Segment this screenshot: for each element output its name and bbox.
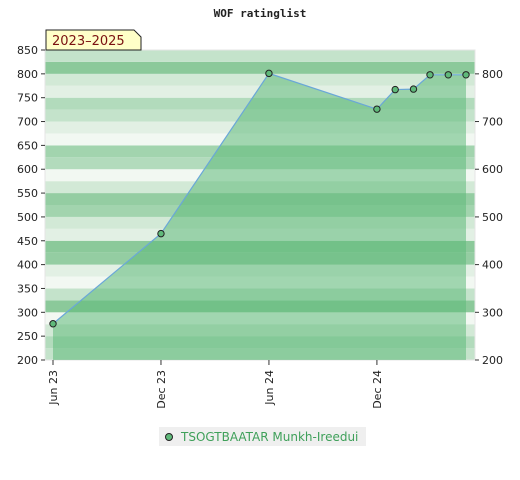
x-tick-label: Dec 23 xyxy=(155,370,168,409)
chart-title: WOF ratinglist xyxy=(214,7,307,20)
y-left-tick-label: 400 xyxy=(17,259,38,272)
x-tick-label: Dec 24 xyxy=(371,370,384,409)
y-axis-right: 200 300 400 500 600 700 800 xyxy=(475,68,503,367)
period-label: 2023–2025 xyxy=(52,34,125,49)
data-point xyxy=(157,229,165,238)
x-tick-label: Jun 23 xyxy=(47,370,60,406)
data-point xyxy=(49,320,57,328)
y-left-tick-label: 650 xyxy=(17,139,38,152)
legend-series-label: TSOGTBAATAR Munkh-Ireedui xyxy=(181,429,359,444)
y-right-tick-label: 300 xyxy=(482,306,503,319)
y-left-tick-label: 800 xyxy=(17,68,38,81)
y-left-tick-label: 600 xyxy=(17,163,38,176)
x-axis: Jun 23 Dec 23 Jun 24 Dec 24 xyxy=(47,360,384,409)
y-right-tick-label: 600 xyxy=(482,163,503,176)
data-point xyxy=(462,71,470,79)
y-left-tick-label: 750 xyxy=(17,92,38,105)
x-tick-label: Jun 24 xyxy=(263,370,276,406)
legend-marker xyxy=(165,432,173,441)
band xyxy=(45,61,475,74)
y-left-tick-label: 550 xyxy=(17,187,38,200)
period-badge: 2023–2025 xyxy=(45,29,142,51)
band xyxy=(45,50,475,62)
y-axis-left: 200 250 300 350 400 450 500 550 600 650 700 750 800 8… xyxy=(17,44,45,367)
y-left-tick-label: 850 xyxy=(17,44,38,57)
data-point xyxy=(373,105,381,113)
y-right-tick-label: 200 xyxy=(482,354,503,367)
band xyxy=(45,73,475,86)
y-left-tick-label: 450 xyxy=(17,235,38,248)
series-area xyxy=(53,73,466,360)
y-right-tick-label: 700 xyxy=(482,116,503,129)
y-left-tick-label: 250 xyxy=(17,330,38,343)
y-right-tick-label: 800 xyxy=(482,68,503,81)
y-left-tick-label: 350 xyxy=(17,282,38,295)
y-left-tick-label: 300 xyxy=(17,306,38,319)
data-point xyxy=(444,71,452,79)
data-points xyxy=(49,69,470,328)
y-right-tick-label: 500 xyxy=(482,211,503,224)
y-right-tick-label: 400 xyxy=(482,259,503,272)
y-left-tick-label: 500 xyxy=(17,211,38,224)
y-left-tick-label: 200 xyxy=(17,354,38,367)
data-point xyxy=(409,85,418,93)
data-point xyxy=(426,71,434,79)
data-point xyxy=(391,85,399,94)
legend: TSOGTBAATAR Munkh-Ireedui xyxy=(159,427,367,446)
y-left-tick-label: 700 xyxy=(17,116,38,129)
data-point xyxy=(265,69,273,78)
